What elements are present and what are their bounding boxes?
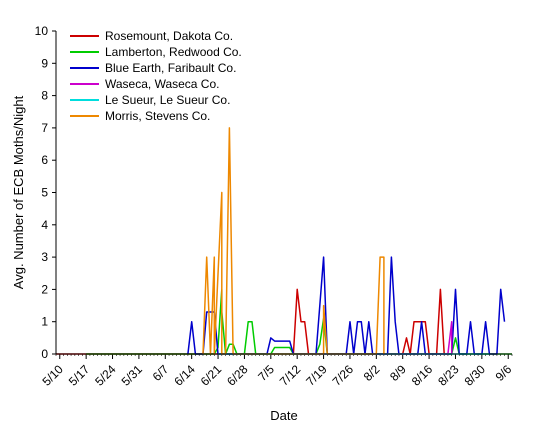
legend: Rosemount, Dakota Co. Lamberton, Redwood …: [70, 29, 242, 123]
x-tick-label: 8/23: [435, 362, 462, 389]
legend-label: Lamberton, Redwood Co.: [105, 45, 242, 59]
x-tick-label: 5/10: [39, 362, 66, 389]
x-tick-label: 6/21: [198, 362, 225, 389]
y-tick-label: 2: [41, 282, 48, 296]
y-tick-label: 4: [41, 218, 48, 232]
x-tick-label: 8/16: [409, 362, 436, 389]
y-tick-label: 3: [41, 250, 48, 264]
y-tick-label: 1: [41, 315, 48, 329]
x-tick-label: 6/14: [171, 362, 198, 389]
x-tick-label: 7/26: [330, 362, 357, 389]
y-tick-label: 0: [41, 347, 48, 361]
y-tick-label: 8: [41, 89, 48, 103]
legend-label: Blue Earth, Faribault Co.: [105, 61, 236, 75]
y-axis-title: Avg. Number of ECB Moths/Night: [11, 95, 26, 289]
x-tick-label: 5/24: [92, 362, 119, 389]
y-tick-label: 10: [35, 24, 49, 38]
y-tick-label: 7: [41, 121, 48, 135]
x-tick-label: 8/9: [387, 362, 409, 384]
x-tick-label: 7/12: [277, 362, 304, 389]
y-tick-label: 6: [41, 153, 48, 167]
series-line-3: [187, 256, 506, 355]
x-tick-label: 5/17: [66, 362, 93, 389]
x-tick-label: 6/7: [150, 362, 172, 384]
legend-label: Morris, Stevens Co.: [105, 109, 210, 123]
x-tick-label: 8/30: [462, 362, 489, 389]
series-lines: [56, 127, 512, 355]
x-tick-label: 8/2: [361, 362, 383, 384]
x-tick-label: 7/19: [303, 362, 330, 389]
x-axis-title: Date: [270, 408, 297, 423]
y-tick-label: 5: [41, 186, 48, 200]
legend-label: Le Sueur, Le Sueur Co.: [105, 93, 230, 107]
x-tick-label: 6/28: [224, 362, 251, 389]
series-line-6: [202, 127, 385, 355]
legend-label: Rosemount, Dakota Co.: [105, 29, 233, 43]
legend-label: Waseca, Waseca Co.: [105, 77, 219, 91]
x-tick-label: 7/5: [255, 362, 277, 384]
x-tick-label: 5/31: [119, 362, 146, 389]
x-axis-ticks: 5/10 5/17 5/24 5/31 6/7 6/14 6/21 6/28 7/5 7/12 7/…: [39, 354, 515, 389]
y-axis-ticks: 0 1 2 3 4 5 6 7 8 9 10: [35, 24, 56, 361]
x-tick-label: 9/6: [493, 362, 515, 384]
y-tick-label: 9: [41, 56, 48, 70]
